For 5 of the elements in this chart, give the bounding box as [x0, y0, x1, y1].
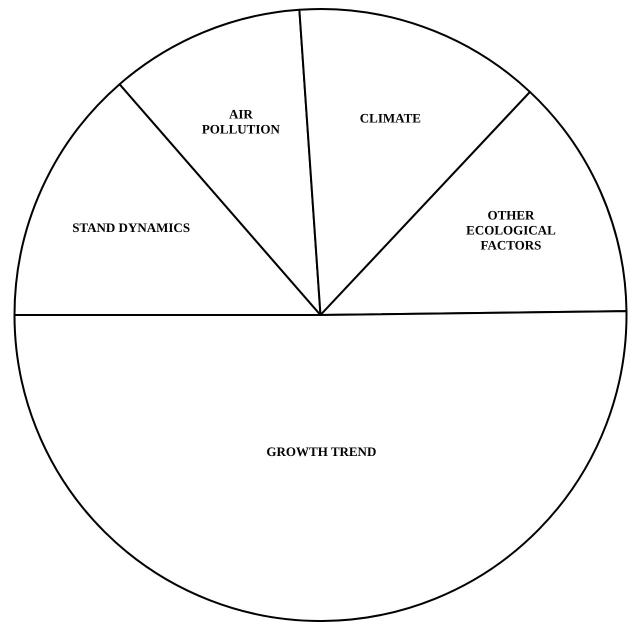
slice-label: GROWTH TREND — [266, 444, 376, 460]
slice-label: CLIMATE — [360, 110, 421, 126]
slice-label: STAND DYNAMICS — [72, 220, 190, 236]
slice-label: OTHER ECOLOGICAL FACTORS — [466, 208, 556, 253]
slice-label: AIR POLLUTION — [202, 106, 280, 137]
